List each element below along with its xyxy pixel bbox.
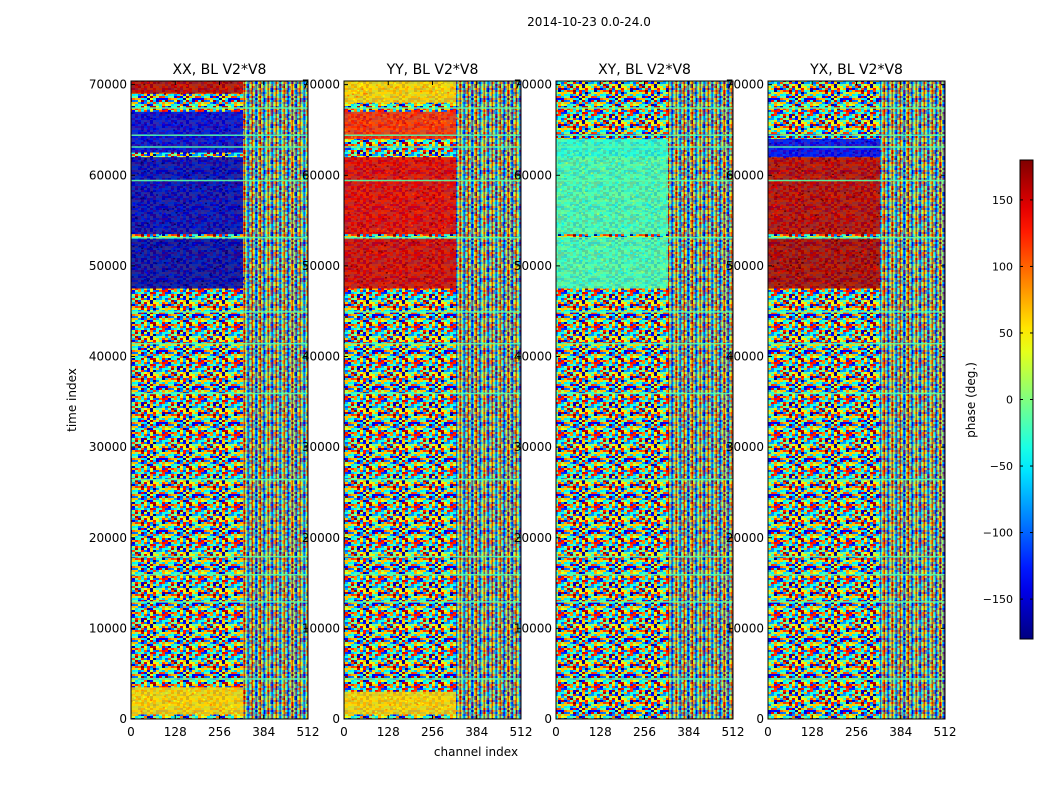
colorbar-tick-label: 100 — [992, 260, 1013, 273]
x-tick-label: 384 — [677, 725, 700, 739]
x-tick-label: 256 — [845, 725, 868, 739]
panel-4: YX, BL V2*V8 0 128 256 384 512 0 10000 20000 3000… — [726, 62, 957, 739]
colorbar-tick-label: 50 — [999, 327, 1013, 340]
phase-block — [556, 139, 669, 158]
x-tick-label: 0 — [552, 725, 560, 739]
y-tick-label: 40000 — [726, 350, 764, 364]
fringe-region — [456, 81, 521, 719]
phase-block — [131, 687, 244, 715]
phase-block — [768, 139, 881, 158]
x-tick-label: 384 — [465, 725, 488, 739]
fringe-region — [668, 81, 733, 719]
fringe-region — [243, 81, 308, 719]
y-tick-label: 10000 — [89, 621, 127, 635]
phase-block — [344, 691, 457, 715]
colorbar-tick-label: 150 — [992, 194, 1013, 207]
panel-title: YY, BL V2*V8 — [386, 62, 479, 78]
phase-block — [131, 111, 244, 153]
y-tick-label: 50000 — [514, 259, 552, 273]
y-tick-label: 30000 — [302, 440, 340, 454]
y-tick-label: 70000 — [302, 78, 340, 92]
x-axis-label: channel index — [434, 745, 518, 759]
y-tick-label: 70000 — [726, 78, 764, 92]
x-tick-label: 384 — [252, 725, 275, 739]
y-tick-label: 10000 — [726, 621, 764, 635]
y-tick-label: 10000 — [514, 621, 552, 635]
y-tick-label: 20000 — [514, 531, 552, 545]
fringe-region — [880, 81, 945, 719]
y-tick-label: 70000 — [514, 78, 552, 92]
y-tick-label: 60000 — [514, 168, 552, 182]
y-tick-label: 50000 — [726, 259, 764, 273]
y-tick-label: 20000 — [726, 531, 764, 545]
panel-title: XY, BL V2*V8 — [598, 62, 691, 78]
x-tick-label: 128 — [589, 725, 612, 739]
y-tick-label: 40000 — [302, 350, 340, 364]
panel-3: XY, BL V2*V8 0 128 256 384 512 0 10000 20000 3000… — [514, 62, 745, 739]
y-tick-label: 30000 — [514, 440, 552, 454]
panel-2: YY, BL V2*V8 0 128 256 384 512 0 10000 20000 3000… — [302, 62, 533, 739]
colorbar-tick-label: 0 — [1006, 394, 1013, 407]
y-tick-label: 60000 — [302, 168, 340, 182]
y-tick-label: 20000 — [89, 531, 127, 545]
x-tick-label: 512 — [297, 725, 320, 739]
x-tick-label: 128 — [801, 725, 824, 739]
x-tick-label: 128 — [377, 725, 400, 739]
y-tick-label: 0 — [119, 712, 127, 726]
y-tick-label: 0 — [756, 712, 764, 726]
y-tick-label: 10000 — [302, 621, 340, 635]
x-tick-label: 512 — [510, 725, 533, 739]
y-tick-label: 30000 — [726, 440, 764, 454]
phase-block — [344, 157, 457, 235]
y-tick-label: 20000 — [302, 531, 340, 545]
y-tick-label: 50000 — [302, 259, 340, 273]
phase-block — [556, 157, 669, 235]
colorbar-tick-label: −50 — [990, 460, 1013, 473]
phase-block — [131, 81, 244, 94]
phase-block — [344, 81, 457, 103]
panel-title: YX, BL V2*V8 — [809, 62, 903, 78]
x-tick-label: 0 — [127, 725, 135, 739]
phase-block — [768, 157, 881, 235]
y-tick-label: 40000 — [514, 350, 552, 364]
y-tick-label: 0 — [544, 712, 552, 726]
y-tick-label: 50000 — [89, 259, 127, 273]
y-tick-label: 60000 — [726, 168, 764, 182]
x-tick-label: 0 — [340, 725, 348, 739]
colorbar: 150 100 50 0 −50 −100 −150 — [983, 159, 1034, 640]
phase-block — [344, 238, 457, 289]
panel-1: XX, BL V2*V8 0 128 256 384 512 0 10000 20000 3000… — [89, 62, 320, 739]
x-tick-label: 0 — [764, 725, 772, 739]
x-tick-label: 128 — [164, 725, 187, 739]
colorbar-tick-label: −150 — [983, 593, 1013, 606]
y-axis-label: time index — [65, 368, 79, 432]
y-tick-label: 30000 — [89, 440, 127, 454]
colorbar-label: phase (deg.) — [964, 362, 978, 438]
y-tick-label: 0 — [332, 712, 340, 726]
x-tick-label: 256 — [421, 725, 444, 739]
x-tick-label: 512 — [722, 725, 745, 739]
y-tick-label: 60000 — [89, 168, 127, 182]
x-tick-label: 384 — [889, 725, 912, 739]
panels: XX, BL V2*V8 0 128 256 384 512 0 10000 20000 3000… — [89, 62, 957, 739]
x-tick-label: 512 — [934, 725, 957, 739]
panel-title: XX, BL V2*V8 — [173, 62, 267, 78]
colorbar-tick-label: −100 — [983, 527, 1013, 540]
suptitle: 2014-10-23 0.0-24.0 — [527, 15, 651, 29]
y-tick-label: 70000 — [89, 78, 127, 92]
x-tick-label: 256 — [633, 725, 656, 739]
x-tick-label: 256 — [208, 725, 231, 739]
y-tick-label: 40000 — [89, 350, 127, 364]
